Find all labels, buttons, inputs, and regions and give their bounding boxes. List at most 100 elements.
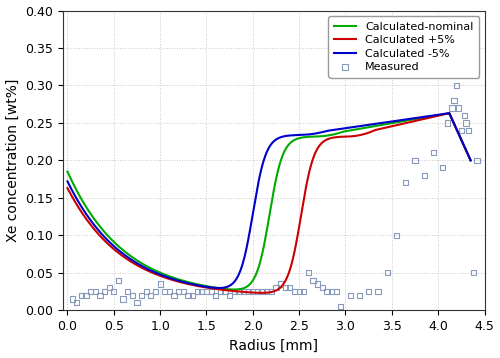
Measured [439,165,447,171]
Calculated-nominal [456,133,462,137]
Measured [184,292,192,298]
Measured [110,289,118,294]
Measured [119,296,127,302]
Measured [420,173,428,178]
Measured [323,289,331,294]
Measured [450,98,458,103]
Measured [161,289,169,294]
Measured [290,289,298,294]
Measured [454,105,462,111]
Measured [268,289,276,294]
Calculated +5% [456,133,462,137]
Measured [304,270,312,276]
Y-axis label: Xe concentration [wt%]: Xe concentration [wt%] [6,79,20,242]
Measured [193,289,201,294]
X-axis label: Radius [mm]: Radius [mm] [229,338,318,352]
Measured [198,289,206,294]
Calculated -5% [216,286,222,290]
Measured [272,285,280,291]
Calculated-nominal [382,122,388,126]
Measured [282,285,290,291]
Calculated +5% [85,219,91,223]
Calculated-nominal [456,133,462,137]
Measured [212,292,220,298]
Measured [68,296,76,302]
Legend: Calculated-nominal, Calculated +5%, Calculated -5%, Measured: Calculated-nominal, Calculated +5%, Calc… [328,16,479,78]
Calculated -5% [382,120,388,125]
Measured [258,289,266,294]
Calculated +5% [250,290,256,295]
Measured [114,277,122,283]
Measured [262,289,270,294]
Measured [202,289,210,294]
Measured [133,300,141,305]
Measured [462,120,470,126]
Measured [235,289,243,294]
Measured [78,292,86,298]
Calculated-nominal [260,245,266,249]
Measured [174,289,182,294]
Measured [452,83,460,88]
Measured [346,292,354,298]
Measured [383,270,391,276]
Calculated -5% [85,214,91,219]
Measured [92,289,100,294]
Measured [240,289,248,294]
Measured [82,292,90,298]
Line: Calculated +5%: Calculated +5% [68,113,470,293]
Calculated +5% [260,291,266,295]
Calculated-nominal [64,169,70,174]
Measured [166,289,173,294]
Measured [309,277,317,283]
Measured [86,289,94,294]
Measured [430,150,438,156]
Measured [470,270,478,276]
Calculated-nominal [231,287,237,292]
Measured [314,281,322,287]
Measured [458,127,466,133]
Calculated-nominal [250,278,256,282]
Measured [332,289,340,294]
Measured [300,289,308,294]
Measured [276,281,284,287]
Measured [142,289,150,294]
Calculated +5% [258,291,264,295]
Measured [226,292,234,298]
Measured [124,289,132,294]
Measured [100,289,108,294]
Calculated -5% [250,211,256,215]
Measured [152,289,160,294]
Calculated -5% [456,133,462,137]
Calculated-nominal [446,111,452,115]
Measured [128,292,136,298]
Line: Calculated -5%: Calculated -5% [68,113,470,288]
Measured [138,292,145,298]
Measured [318,285,326,291]
Measured [180,289,188,294]
Measured [411,158,419,163]
Measured [328,289,336,294]
Measured [244,289,252,294]
Measured [444,120,452,126]
Calculated +5% [446,111,452,115]
Measured [170,292,178,298]
Calculated -5% [468,158,473,163]
Measured [72,300,80,305]
Measured [156,281,164,287]
Calculated-nominal [85,208,91,212]
Measured [147,292,155,298]
Measured [337,304,345,309]
Calculated +5% [382,126,388,130]
Measured [460,112,468,118]
Calculated -5% [64,179,70,184]
Measured [207,289,215,294]
Measured [402,180,409,186]
Calculated +5% [456,133,462,137]
Calculated +5% [64,186,70,190]
Calculated +5% [468,158,473,163]
Calculated -5% [446,111,452,115]
Measured [356,292,364,298]
Measured [188,292,196,298]
Measured [448,105,456,111]
Measured [96,292,104,298]
